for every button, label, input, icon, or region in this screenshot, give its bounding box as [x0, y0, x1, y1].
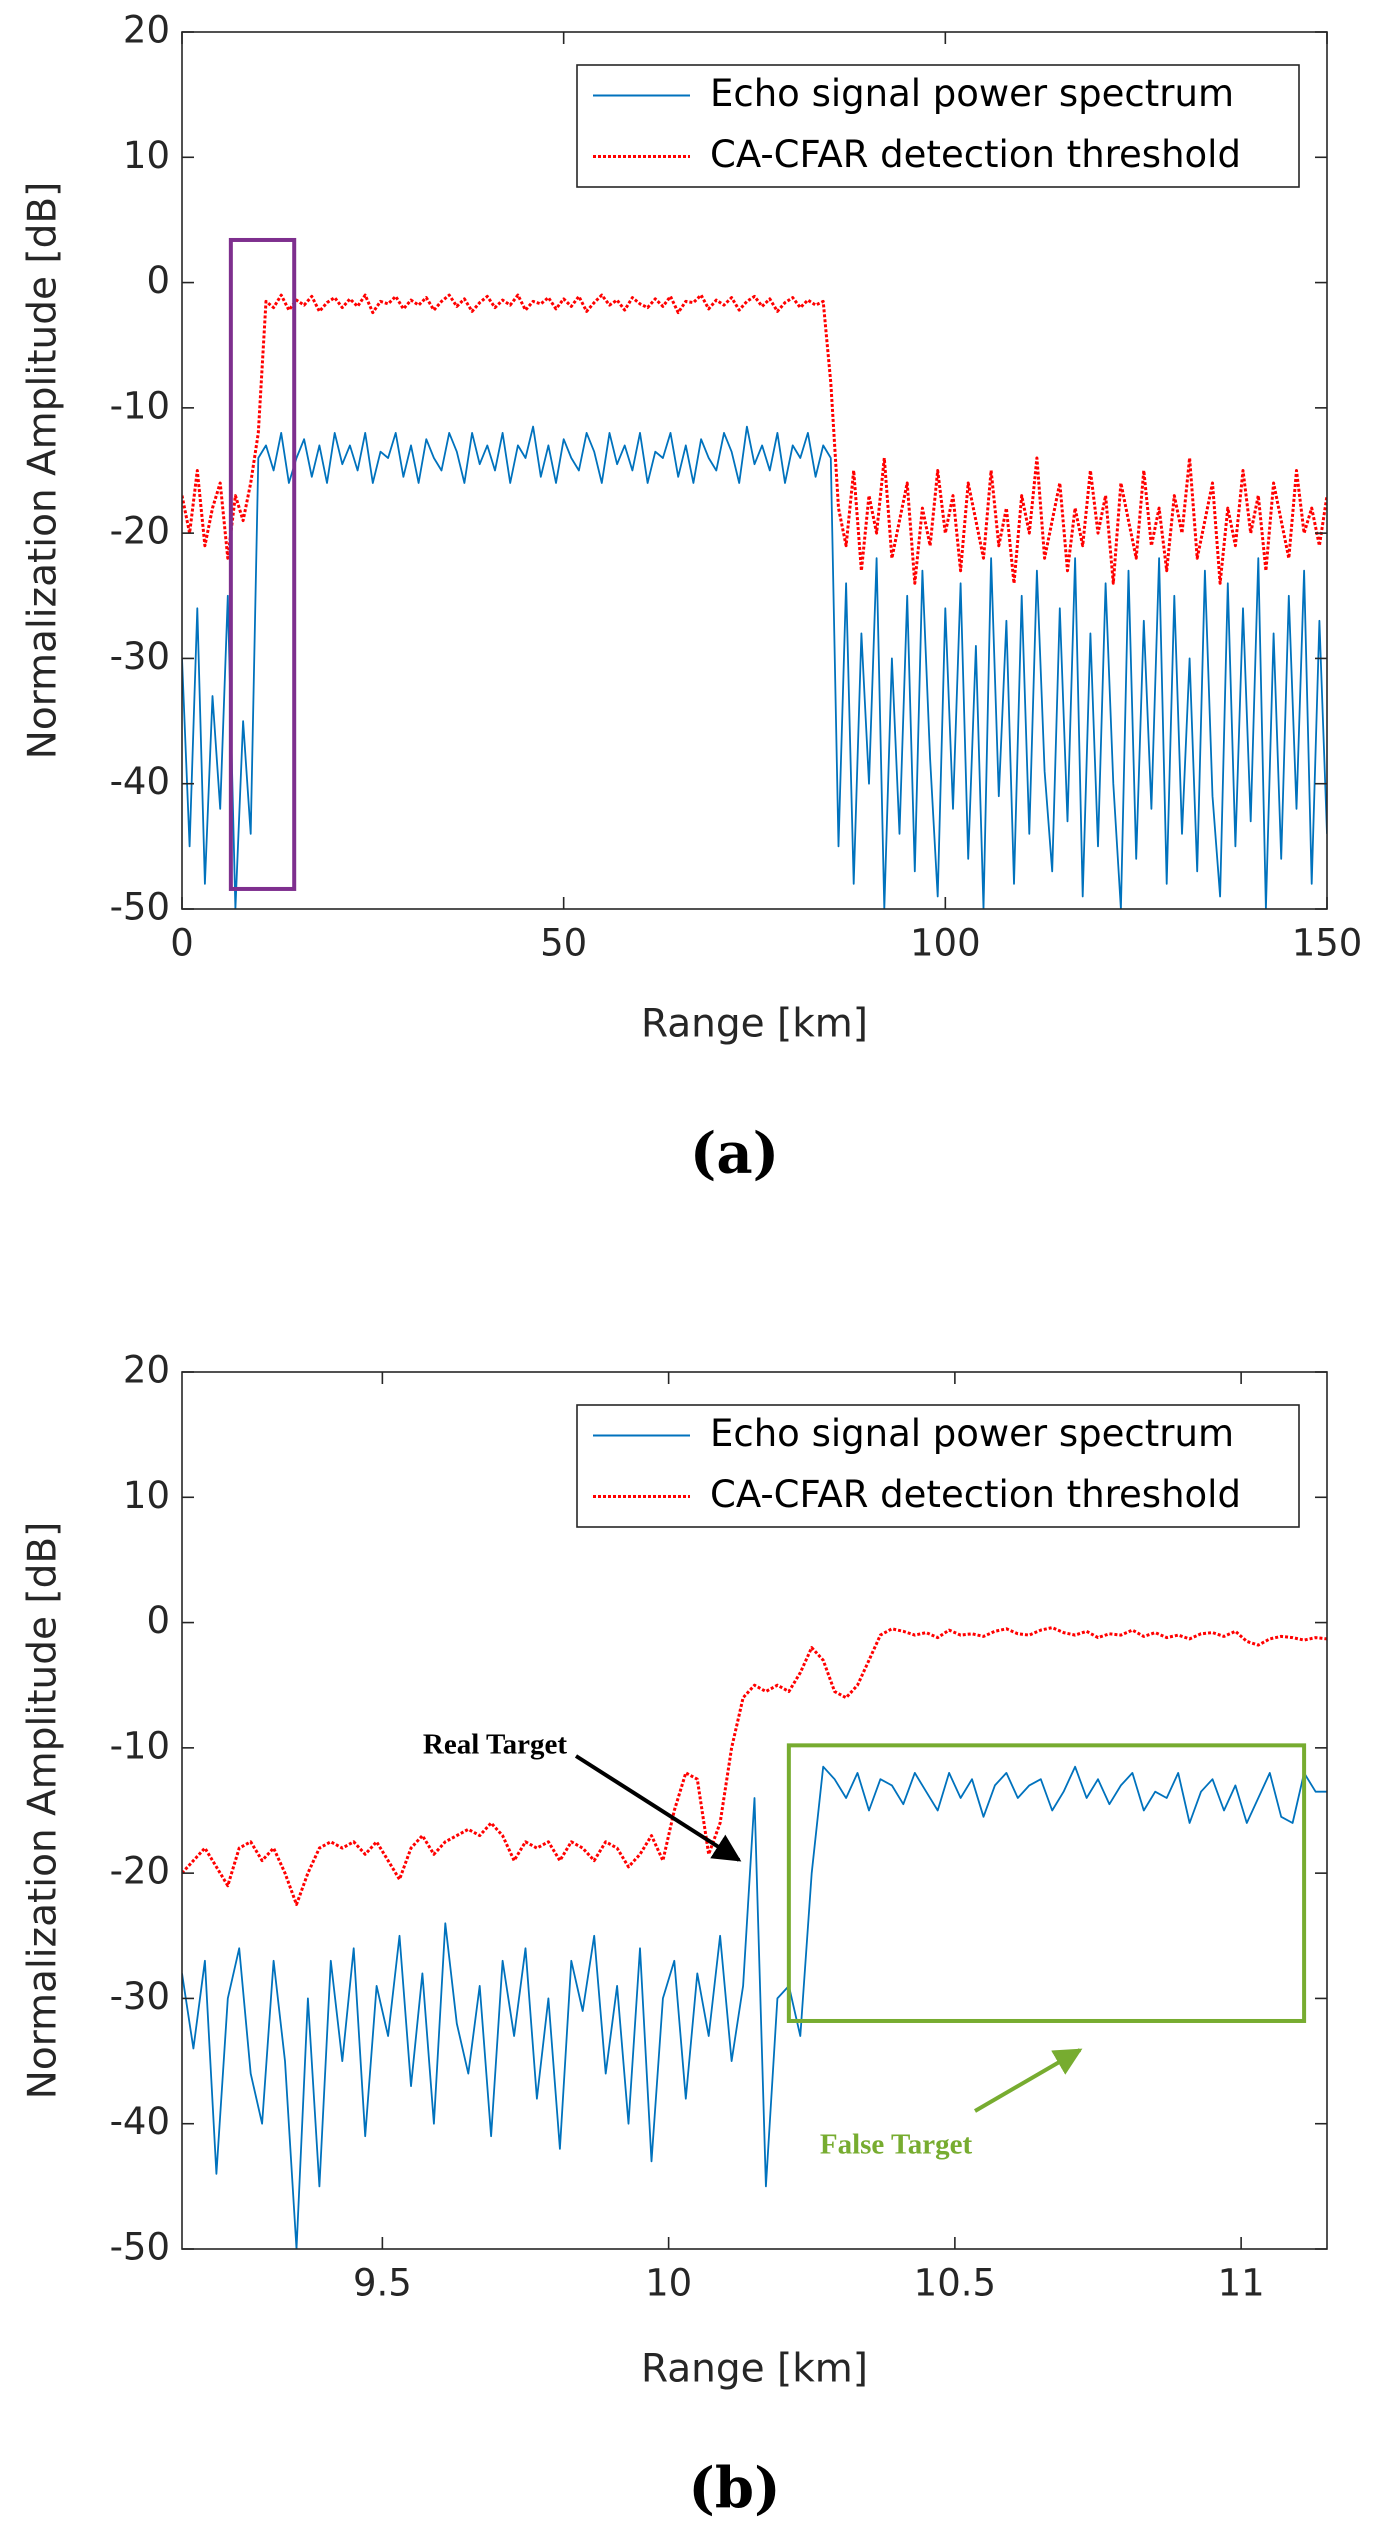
x-tick-label: 10: [645, 2262, 692, 2305]
x-tick-label: 11: [1218, 2262, 1265, 2305]
y-tick-label: 10: [123, 1474, 170, 1517]
y-tick-label: 0: [146, 259, 170, 302]
x-tick-label: 9.5: [353, 2262, 412, 2305]
legend-label: CA-CFAR detection threshold: [710, 133, 1241, 176]
y-tick-label: -50: [110, 886, 170, 929]
y-tick-label: -40: [110, 2100, 170, 2143]
legend-label: Echo signal power spectrum: [710, 1412, 1234, 1455]
series-line: [182, 1626, 1327, 1906]
series-line: [182, 1765, 1327, 2249]
y-tick-label: -30: [110, 1975, 170, 2018]
x-tick-label: 50: [540, 922, 587, 965]
highlight-box: [228, 237, 297, 891]
y-axis-label: Normalization Amplitude [dB]: [21, 1522, 66, 2100]
x-tick-label: 100: [910, 922, 981, 965]
y-tick-label: 20: [123, 1349, 170, 1392]
annotation-arrow: [973, 2048, 1083, 2113]
legend-box: [576, 64, 1300, 188]
legend-label: CA-CFAR detection threshold: [710, 1473, 1241, 1516]
x-tick-label: 150: [1292, 922, 1363, 965]
y-tick-label: -20: [110, 1850, 170, 1893]
x-tick-label: 0: [170, 922, 194, 965]
annotation: False Target: [820, 2129, 973, 2161]
x-axis-label: Range [km]: [641, 2347, 868, 2392]
y-tick-label: 10: [123, 134, 170, 177]
x-axis-label: Range [km]: [641, 1002, 868, 1047]
annotation-arrow: [574, 1754, 742, 1862]
y-tick-label: -10: [110, 1724, 170, 1767]
legend-label: Echo signal power spectrum: [710, 72, 1234, 115]
legend-box: [576, 1404, 1300, 1528]
y-axis-label: Normalization Amplitude [dB]: [21, 182, 66, 760]
x-tick-label: 10.5: [914, 2262, 996, 2305]
y-tick-label: -20: [110, 510, 170, 553]
y-tick-label: 20: [123, 9, 170, 52]
axes-box: [181, 1371, 1328, 2250]
axes-box: [181, 31, 1328, 910]
series-line: [182, 293, 1327, 585]
y-tick-label: -50: [110, 2226, 170, 2269]
y-tick-label: -10: [110, 384, 170, 427]
caption: (b): [688, 2456, 780, 2522]
series-line: [182, 425, 1327, 909]
annotation: Real Target: [423, 1729, 568, 1761]
y-tick-label: -40: [110, 760, 170, 803]
highlight-box: [786, 1743, 1307, 2023]
y-tick-label: 0: [146, 1599, 170, 1642]
y-tick-label: -30: [110, 635, 170, 678]
caption: (a): [690, 1121, 779, 1187]
